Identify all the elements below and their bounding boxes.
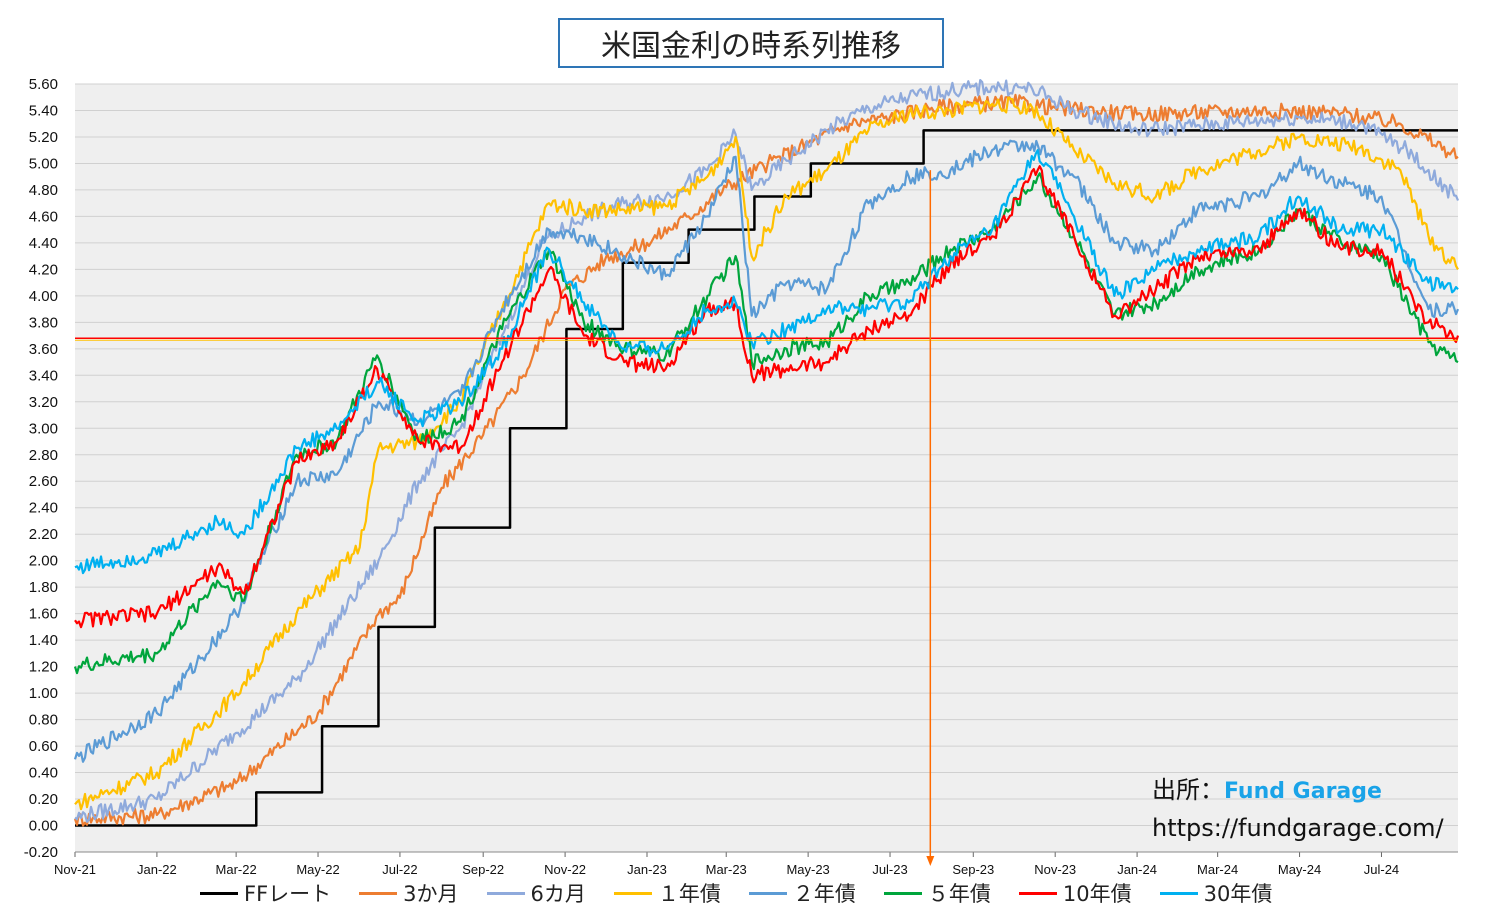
y-tick-label: 2.40: [29, 500, 58, 517]
legend-item: 6カ月: [486, 878, 586, 908]
legend: FFレート 3か月 6カ月 １年債 ２年債 ５年債 10年債 30年債: [200, 878, 1300, 908]
source-credit: 出所：Fund Garage: [1152, 770, 1382, 805]
legend-label: 10年債: [1062, 882, 1132, 906]
y-tick-label: 2.00: [29, 553, 58, 570]
x-tick-label: Jan-22: [137, 862, 177, 877]
legend-swatch: [486, 891, 525, 895]
y-tick-label: 5.00: [29, 155, 58, 172]
y-tick-label: 2.20: [29, 526, 58, 543]
y-tick-label: 3.80: [29, 314, 58, 331]
legend-label: 3か月: [403, 882, 459, 906]
y-tick-label: 4.40: [29, 235, 58, 252]
x-tick-label: Jul-23: [872, 862, 907, 877]
series-lines: [73, 79, 1460, 827]
x-tick-label: Jul-24: [1364, 862, 1399, 877]
series-line-2: [74, 79, 1460, 823]
x-tick-label: Mar-23: [706, 862, 747, 877]
y-tick-label: 0.00: [29, 818, 58, 835]
x-tick-label: Mar-24: [1197, 862, 1238, 877]
legend-swatch: [883, 891, 922, 895]
y-tick-label: 0.20: [29, 791, 58, 808]
legend-item: ２年債: [748, 878, 856, 908]
y-tick-label: -0.20: [24, 844, 58, 861]
x-tick-label: Jan-23: [627, 862, 667, 877]
x-tick-label: Nov-22: [544, 862, 586, 877]
y-tick-label: 1.80: [29, 579, 58, 596]
y-tick-label: 3.00: [29, 420, 58, 437]
legend-label: FFレート: [244, 882, 332, 906]
y-tick-label: 1.40: [29, 632, 58, 649]
legend-item: ５年債: [883, 878, 991, 908]
legend-label: １年債: [657, 882, 721, 906]
series-line-0: [75, 129, 1458, 827]
legend-swatch: [613, 891, 652, 895]
legend-label: 6カ月: [530, 882, 586, 906]
legend-label: ５年債: [927, 882, 991, 906]
x-tick-label: Nov-23: [1034, 862, 1076, 877]
y-tick-label: 0.60: [29, 738, 58, 755]
legend-item: 3か月: [359, 878, 459, 908]
legend-swatch: [1159, 891, 1198, 895]
x-axis-ticks: Nov-21 Jan-22 Mar-22 May-22 Jul-22 Sep-22 Nov-…: [54, 851, 1458, 877]
annotation-arrow-head: [926, 856, 935, 866]
y-tick-label: 5.40: [29, 102, 58, 119]
y-tick-label: 0.40: [29, 765, 58, 782]
source-label: 出所：: [1152, 776, 1224, 804]
y-axis-ticks: 5.60 5.40 5.20 5.00 4.80 4.60 4.40 4.20 4.00 3.80…: [24, 76, 58, 861]
chart-title-text: 米国金利の時系列推移: [601, 29, 901, 64]
x-tick-label: Sep-22: [462, 862, 504, 877]
annotations: [75, 170, 1458, 866]
legend-item: FFレート: [200, 878, 331, 908]
legend-swatch: [200, 891, 238, 895]
x-tick-label: Jul-22: [382, 862, 417, 877]
x-tick-label: Nov-21: [54, 862, 96, 877]
legend-swatch: [748, 891, 787, 895]
y-tick-label: 1.00: [29, 685, 58, 702]
series-line-5: [73, 172, 1459, 675]
x-tick-label: May-24: [1278, 862, 1321, 877]
y-tick-label: 4.80: [29, 182, 58, 199]
series-line-3: [74, 96, 1459, 811]
legend-item: 10年債: [1018, 878, 1132, 908]
y-tick-label: 0.80: [29, 712, 58, 729]
source-brand: Fund Garage: [1224, 779, 1382, 804]
y-tick-label: 1.60: [29, 606, 58, 623]
x-tick-label: Sep-23: [952, 862, 994, 877]
y-tick-label: 3.40: [29, 367, 58, 384]
y-tick-label: 1.20: [29, 659, 58, 676]
legend-item: 30年債: [1159, 878, 1273, 908]
x-tick-label: May-22: [296, 862, 339, 877]
y-tick-label: 3.20: [29, 394, 58, 411]
series-line-4: [73, 139, 1460, 763]
y-tick-label: 4.20: [29, 261, 58, 278]
legend-swatch: [1018, 891, 1057, 895]
legend-label: ２年債: [792, 882, 856, 906]
y-tick-label: 3.60: [29, 341, 58, 358]
series-line-7: [74, 149, 1459, 575]
series-line-1: [73, 93, 1459, 827]
x-tick-label: May-23: [786, 862, 829, 877]
legend-item: １年債: [613, 878, 721, 908]
y-tick-label: 4.00: [29, 288, 58, 305]
x-tick-label: Mar-22: [216, 862, 257, 877]
gridlines: [75, 83, 1458, 853]
y-tick-label: 2.80: [29, 447, 58, 464]
source-url: https://fundgarage.com/: [1152, 814, 1444, 842]
chart-title: 米国金利の時系列推移: [558, 18, 944, 68]
y-tick-label: 2.60: [29, 473, 58, 490]
legend-swatch: [359, 891, 398, 895]
y-tick-label: 4.60: [29, 208, 58, 225]
y-tick-label: 5.60: [29, 76, 58, 93]
x-tick-label: Jan-24: [1117, 862, 1157, 877]
y-tick-label: 5.20: [29, 129, 58, 146]
legend-label: 30年債: [1203, 882, 1273, 906]
series-line-6: [74, 165, 1460, 629]
